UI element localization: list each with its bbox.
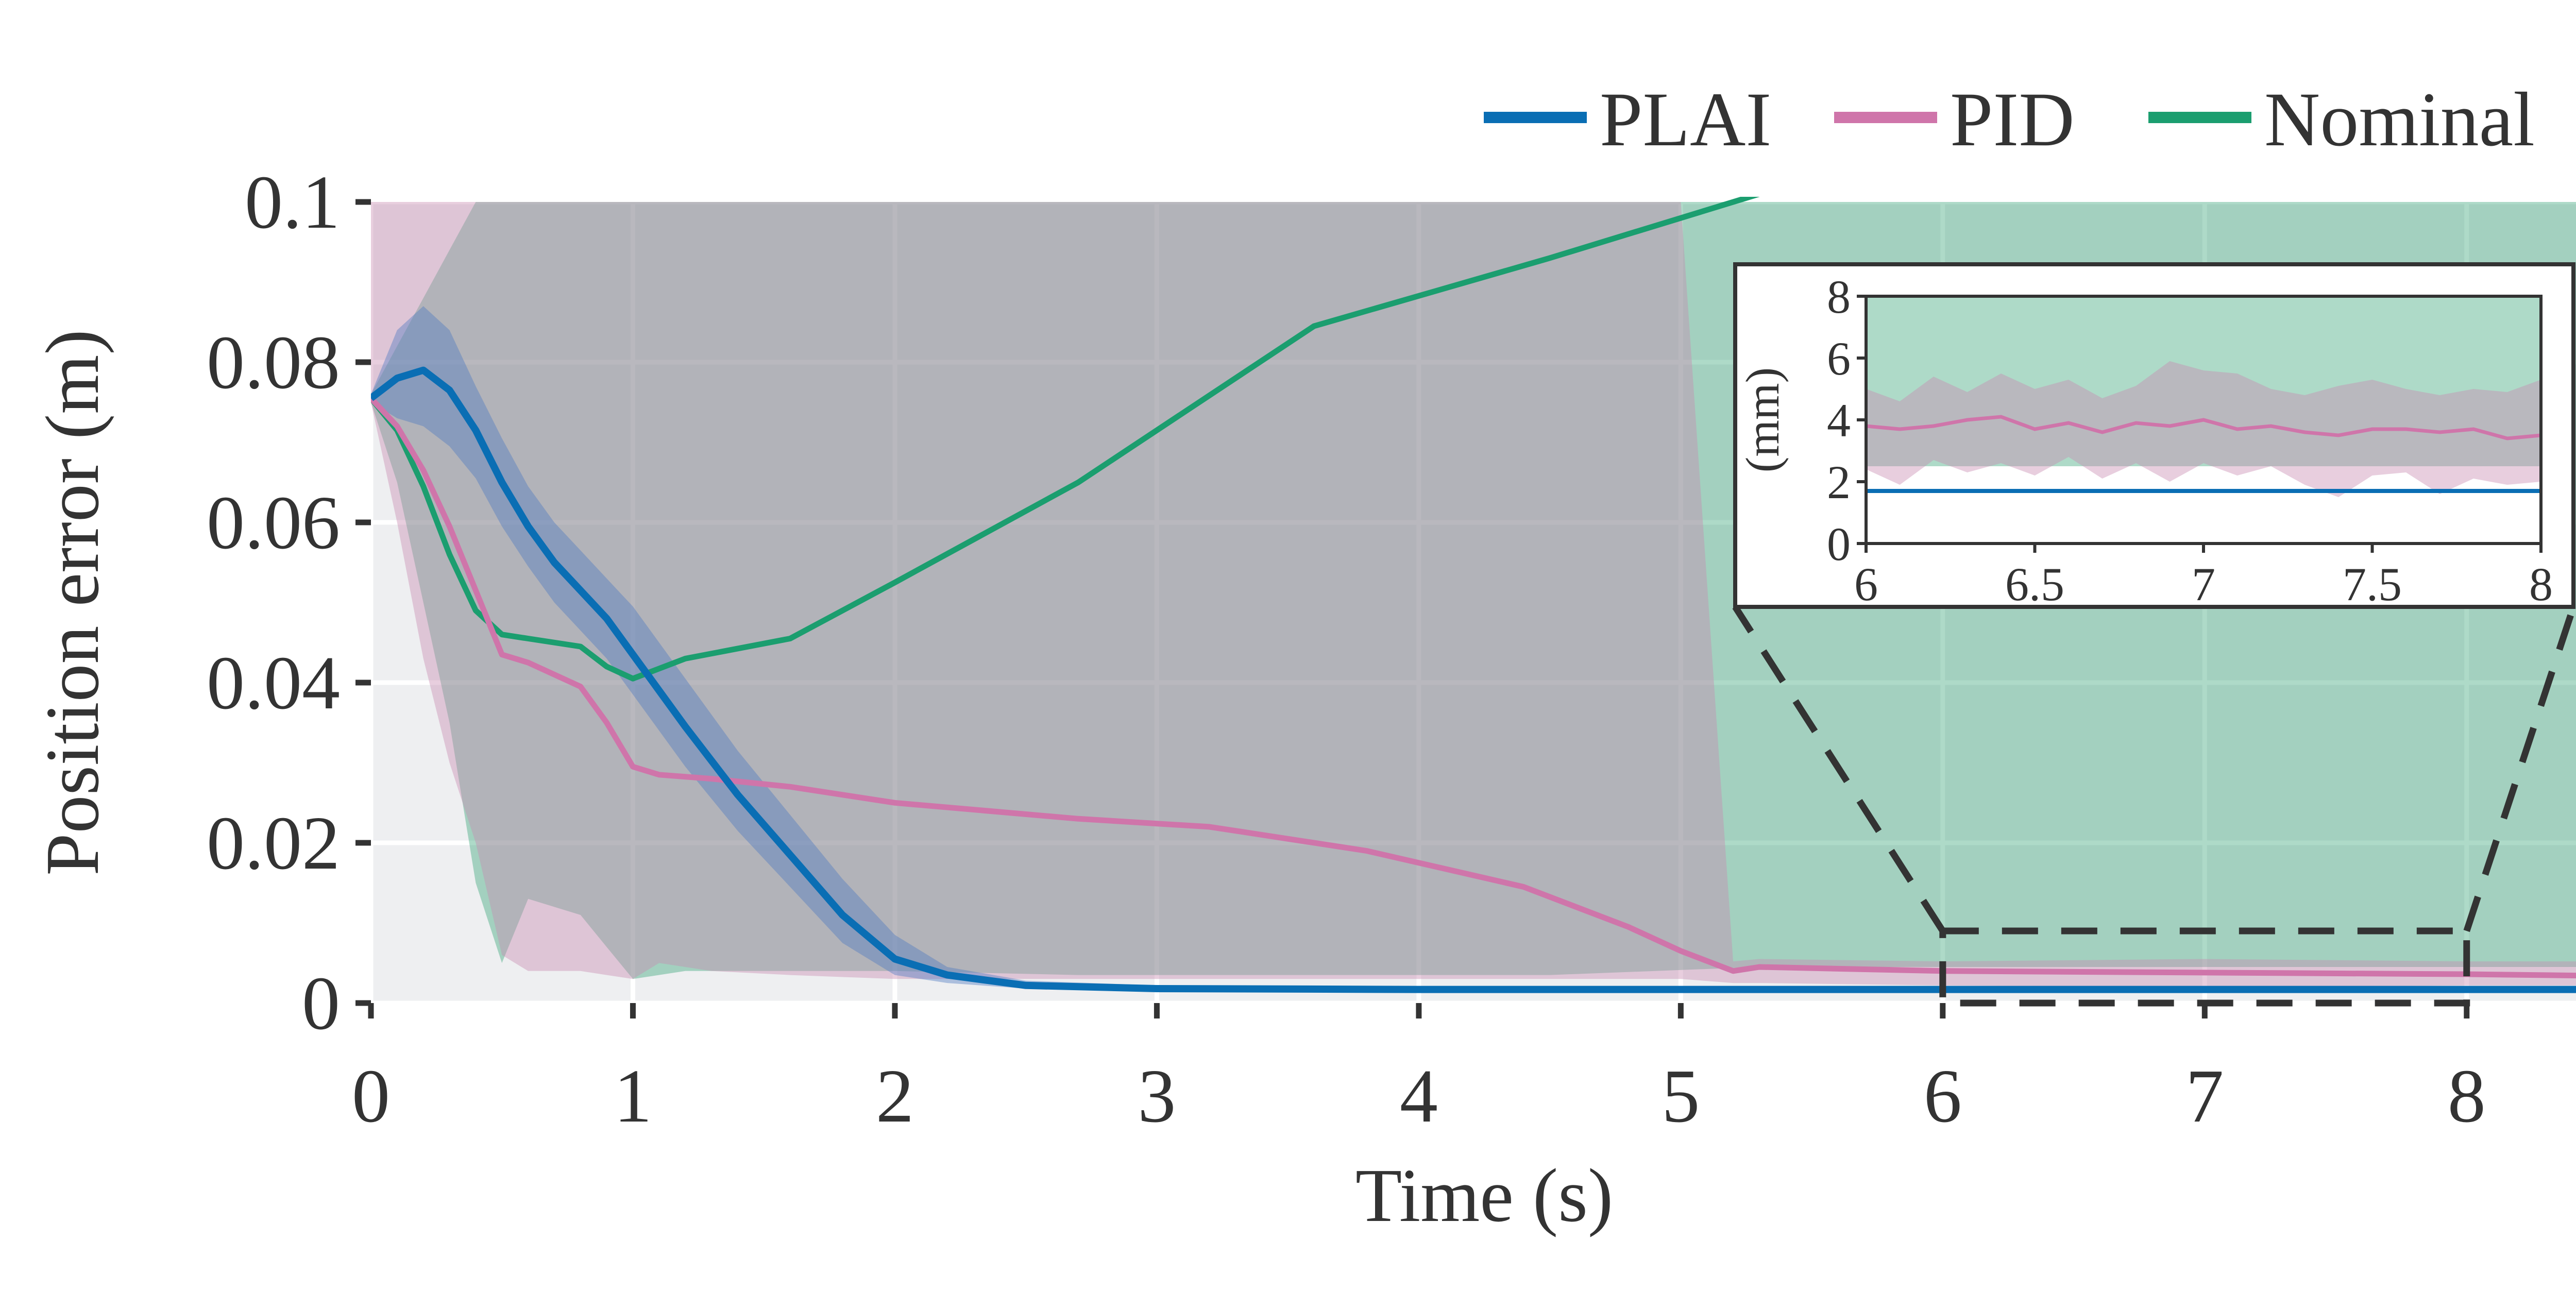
inset-y-axis-label: (mm) bbox=[1736, 367, 1789, 472]
inset-band-pid bbox=[1866, 361, 2541, 497]
inset-x-tick-label: 7.5 bbox=[2343, 558, 2402, 610]
x-tick-label: 2 bbox=[876, 1054, 914, 1139]
inset-y-tick-label: 4 bbox=[1827, 394, 1851, 447]
y-tick-label: 0 bbox=[302, 961, 340, 1046]
inset-line-pid bbox=[1866, 415, 2541, 440]
legend-label-nominal: Nominal bbox=[2264, 77, 2535, 162]
x-tick-label: 8 bbox=[2448, 1054, 2486, 1139]
y-axis-label: Position error (m) bbox=[30, 329, 115, 876]
inset-frame bbox=[1733, 262, 2575, 609]
legend-label-plai: PLAI bbox=[1600, 77, 1771, 162]
inset-plot: 6 6.5 7 7.5 8 0 2 4 6 8 (mm) bbox=[1733, 262, 2575, 610]
line-nominal bbox=[371, 197, 2576, 682]
x-tick-label: 5 bbox=[1662, 1054, 1700, 1139]
inset-x-tick-label: 6 bbox=[1854, 558, 1878, 610]
y-tick-label: 0.08 bbox=[207, 320, 340, 405]
inset-y-tick-label: 8 bbox=[1827, 270, 1851, 323]
inset-y-tick-label: 2 bbox=[1827, 456, 1851, 508]
inset-x-tick-label: 6.5 bbox=[2005, 558, 2064, 610]
legend-label-pid: PID bbox=[1950, 77, 2075, 162]
band-pid bbox=[371, 202, 2576, 987]
inset-y-tick-label: 6 bbox=[1827, 332, 1851, 385]
y-tick-label: 0.1 bbox=[245, 160, 340, 245]
y-tick-label: 0.02 bbox=[207, 801, 340, 886]
x-tick-label: 3 bbox=[1138, 1054, 1176, 1139]
y-tick-label: 0.06 bbox=[207, 481, 340, 565]
x-tick-label: 7 bbox=[2185, 1054, 2224, 1139]
x-tick-label: 0 bbox=[352, 1054, 390, 1139]
inset-x-tick-label: 8 bbox=[2529, 558, 2553, 610]
zoom-connector-left bbox=[1732, 605, 1946, 933]
inset-band-nominal bbox=[1866, 296, 2541, 466]
x-tick-label: 1 bbox=[614, 1054, 652, 1139]
inset-y-tick-label: 0 bbox=[1827, 518, 1851, 570]
series-lines bbox=[371, 197, 2576, 993]
line-pid bbox=[371, 396, 2576, 979]
legend: PLAI PID Nominal bbox=[1484, 77, 2535, 162]
inset-x-tick-label: 7 bbox=[2192, 558, 2215, 610]
axes: 0 1 2 3 4 5 6 7 8 0 0.02 0.04 0.06 0.08 0.1 bbox=[207, 160, 2486, 1139]
x-axis-label: Time (s) bbox=[1355, 1153, 1613, 1238]
y-tick-label: 0.04 bbox=[207, 641, 340, 725]
line-plai bbox=[371, 366, 2576, 993]
x-tick-label: 4 bbox=[1400, 1054, 1438, 1139]
x-tick-label: 6 bbox=[1924, 1054, 1962, 1139]
